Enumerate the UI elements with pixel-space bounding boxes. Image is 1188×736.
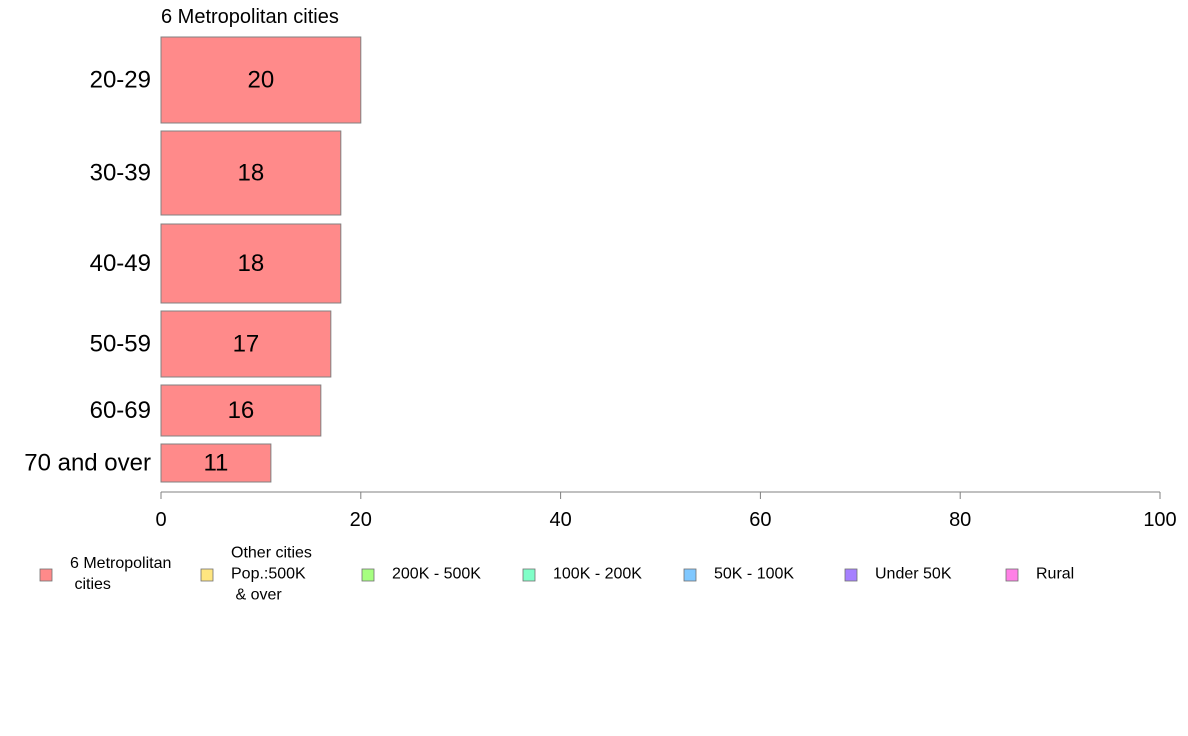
bar-20-29	[160, 36, 362, 124]
category-label: 40-49	[90, 250, 151, 277]
category-label: 20-29	[90, 67, 151, 94]
legend-label: Rural	[1036, 566, 1074, 583]
legend-label: 200K - 500K	[392, 566, 481, 583]
legend-swatch	[683, 568, 697, 582]
category-label: 70 and over	[24, 450, 151, 477]
x-axis: 0 20 40 60 80 100	[155, 491, 1177, 531]
bar-40-49	[160, 223, 342, 304]
x-tick-label: 80	[949, 509, 971, 531]
bars-group: 20 20-29 18 30-39 18 40-49 17 50-59 16 60-69 11 70 …	[24, 36, 362, 483]
legend-swatch	[522, 568, 536, 582]
legend-label: 100K - 200K	[553, 566, 642, 583]
legend-label: Under 50K	[875, 566, 952, 583]
bar-value-label: 11	[203, 450, 228, 477]
x-tick-label: 60	[749, 509, 771, 531]
legend-swatch	[1005, 568, 1019, 582]
category-label: 30-39	[90, 160, 151, 187]
bar-60-69	[160, 384, 322, 437]
legend-swatch	[844, 568, 858, 582]
x-tick-label: 40	[549, 509, 571, 531]
bar-value-label: 18	[238, 160, 265, 187]
category-label: 60-69	[90, 397, 151, 424]
bar-70-and-over	[160, 443, 272, 483]
x-tick-label: 0	[155, 509, 166, 531]
x-tick-label: 100	[1143, 509, 1176, 531]
bar-value-label: 16	[228, 397, 255, 424]
legend-swatch	[200, 568, 214, 582]
legend-label: 50K - 100K	[714, 566, 794, 583]
bar-value-label: 17	[233, 331, 260, 358]
legend: 6 Metropolitan cities Other cities Pop.:50…	[39, 545, 1074, 604]
legend-swatch	[361, 568, 375, 582]
legend-swatch	[39, 568, 53, 582]
category-label: 50-59	[90, 331, 151, 358]
bar-30-39	[160, 130, 342, 216]
bar-value-label: 20	[248, 67, 275, 94]
chart-title: 6 Metropolitan cities	[161, 6, 339, 28]
legend-label: 6 Metropolitan cities	[70, 555, 171, 593]
bar-value-label: 18	[238, 250, 265, 277]
x-tick-label: 20	[350, 509, 372, 531]
legend-label: Other cities Pop.:500K & over	[231, 545, 312, 604]
bar-50-59	[160, 310, 332, 378]
